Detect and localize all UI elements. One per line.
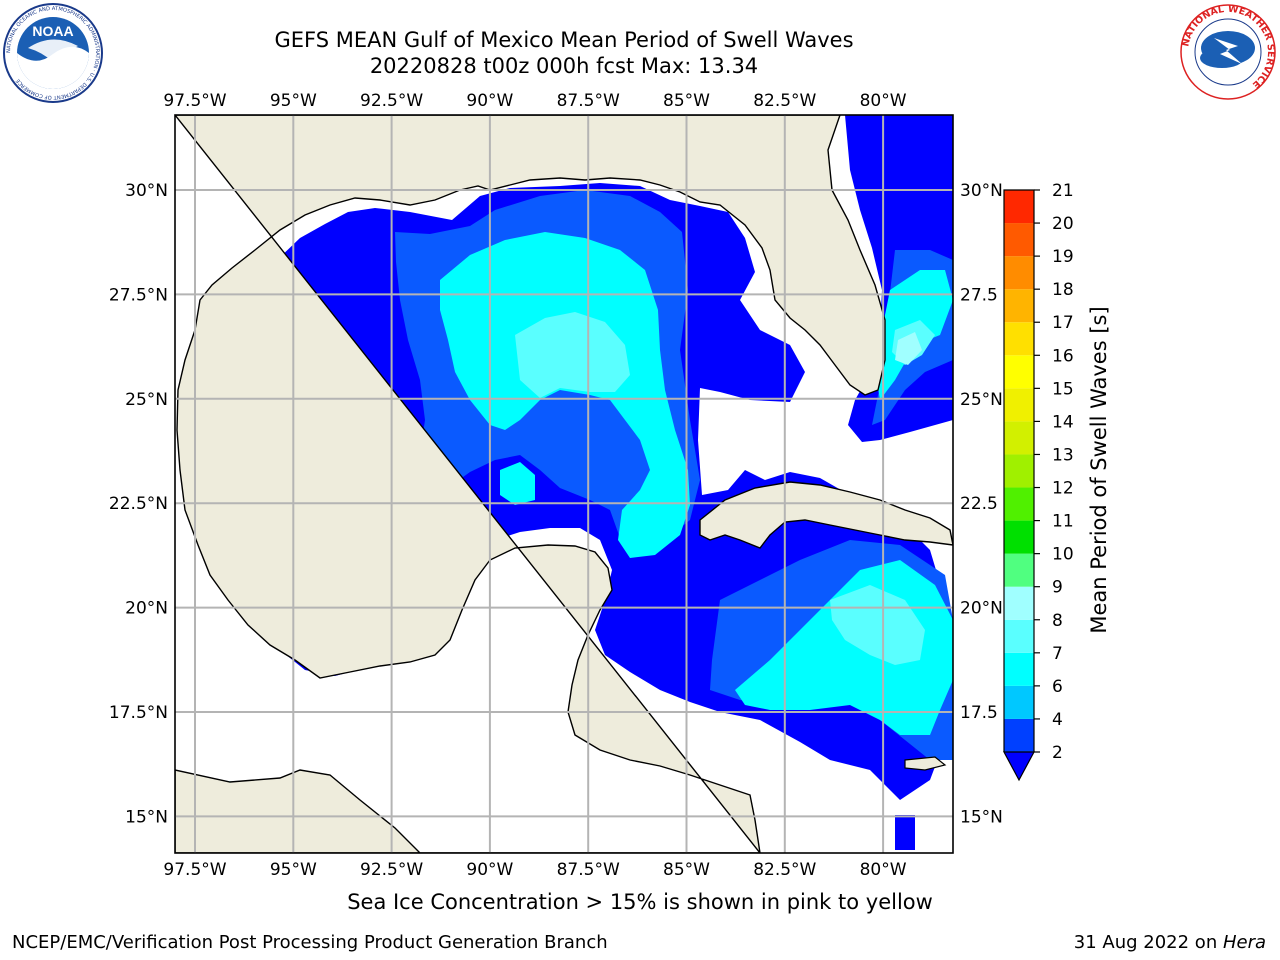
lon-label-top: 82.5°W <box>753 91 816 111</box>
colorbar-tick-label: 6 <box>1052 677 1063 697</box>
lat-label-left: 30°N <box>125 181 168 201</box>
colorbar-segment <box>1004 388 1034 422</box>
lat-label-right: 17.5 <box>960 703 998 723</box>
lon-labels-bottom: 97.5°W 95°W 92.5°W 90°W 87.5°W 85°W 82.5°W 80°W <box>163 860 906 880</box>
lon-label-bottom: 82.5°W <box>753 860 816 880</box>
colorbar: 2 4 6 7 8 9 10 11 12 13 14 15 16 17 18 19 20 21 <box>1002 181 1074 782</box>
lon-labels-top: 97.5°W 95°W 92.5°W 90°W 87.5°W 85°W 82.5°W 80°W <box>163 91 906 111</box>
field-dark-blue-south <box>895 815 915 850</box>
colorbar-tick-label: 17 <box>1052 313 1074 333</box>
colorbar-tick-label: 12 <box>1052 479 1074 499</box>
colorbar-tick-label: 8 <box>1052 611 1063 631</box>
map-frame <box>174 114 954 854</box>
lat-label-left: 22.5°N <box>109 494 168 514</box>
lat-label-right: 22.5 <box>960 494 998 514</box>
colorbar-segment <box>1004 190 1034 224</box>
colorbar-tick-label: 9 <box>1052 578 1063 598</box>
field-cyan <box>440 232 690 558</box>
colorbar-tick-label: 16 <box>1052 346 1074 366</box>
colorbar-tick-label: 14 <box>1052 412 1074 432</box>
lat-labels-left: 30°N 27.5°N 25°N 22.5°N 20°N 17.5°N 15°N <box>109 181 168 827</box>
colorbar-frame <box>1003 189 1035 752</box>
colorbar-tick-label: 13 <box>1052 445 1074 465</box>
field-pale-cyan <box>895 332 922 365</box>
colorbar-tick-label: 2 <box>1052 743 1063 763</box>
lat-label-right: 20°N <box>960 599 1003 619</box>
colorbar-tick-label: 19 <box>1052 247 1074 267</box>
lon-label-bottom: 92.5°W <box>360 860 423 880</box>
colorbar-segment <box>1004 586 1034 620</box>
lat-label-right: 27.5 <box>960 285 998 305</box>
map-grid <box>175 115 953 853</box>
lat-label-left: 20°N <box>125 599 168 619</box>
colorbar-segment <box>1004 355 1034 389</box>
lon-label-bottom: 87.5°W <box>557 860 620 880</box>
noaa-logo: NOAA NATIONAL OCEANIC AND ATMOSPHERIC AD… <box>3 3 103 103</box>
lon-label-bottom: 85°W <box>663 860 710 880</box>
colorbar-segment <box>1004 718 1034 752</box>
colorbar-segment <box>1004 223 1034 257</box>
footer-date-text: 31 Aug 2022 on <box>1073 932 1223 953</box>
colorbar-segment <box>1004 553 1034 587</box>
footer-machine: Hera <box>1222 932 1266 953</box>
sea-ice-note: Sea Ice Concentration > 15% is shown in … <box>347 890 933 914</box>
colorbar-segment <box>1004 454 1034 488</box>
map-area <box>175 115 953 853</box>
lat-label-left: 27.5°N <box>109 285 168 305</box>
lat-label-right: 15°N <box>960 807 1003 827</box>
field-lightcyan-2 <box>830 585 925 665</box>
lat-label-left: 15°N <box>125 807 168 827</box>
land-north-america <box>175 115 886 853</box>
nws-logo: NATIONAL WEATHER SERVICE <box>1180 4 1276 100</box>
colorbar-segment <box>1004 520 1034 554</box>
colorbar-tick-label: 15 <box>1052 379 1074 399</box>
colorbar-tick-label: 7 <box>1052 644 1063 664</box>
lon-label-top: 85°W <box>663 91 710 111</box>
land <box>175 115 953 853</box>
colorbar-tick-label: 18 <box>1052 280 1074 300</box>
lon-label-bottom: 95°W <box>270 860 317 880</box>
chart-title: GEFS MEAN Gulf of Mexico Mean Period of … <box>274 28 854 52</box>
land-cuba <box>699 481 953 549</box>
colorbar-tick-label: 21 <box>1052 181 1074 201</box>
colorbar-segment <box>1004 619 1034 653</box>
land-island-1 <box>904 756 947 771</box>
colorbar-segment <box>1004 256 1034 290</box>
colorbar-segment <box>1004 289 1034 323</box>
colorbar-segment <box>1004 322 1034 356</box>
colorbar-label: Mean Period of Swell Waves [s] <box>1087 306 1111 633</box>
lon-label-bottom: 97.5°W <box>163 860 226 880</box>
lat-labels-right: 30°N 27.5 25°N 22.5 20°N 17.5 15°N <box>960 181 1003 827</box>
colorbar-tick-label: 4 <box>1052 710 1063 730</box>
footer-date: 31 Aug 2022 on Hera <box>1074 932 1266 953</box>
lon-label-top: 95°W <box>270 91 317 111</box>
lon-label-top: 87.5°W <box>557 91 620 111</box>
lat-label-left: 17.5°N <box>109 703 168 723</box>
lon-label-top: 90°W <box>466 91 513 111</box>
colorbar-segment <box>1004 685 1034 719</box>
noaa-logo-text: NOAA <box>32 23 73 39</box>
lon-label-top: 97.5°W <box>163 91 226 111</box>
colorbar-tick-label: 10 <box>1052 545 1074 565</box>
colorbar-extend <box>1002 751 1036 782</box>
colorbar-segment <box>1004 652 1034 686</box>
field-lightcyan <box>515 312 630 398</box>
lat-label-right: 30°N <box>960 181 1003 201</box>
lat-label-right: 25°N <box>960 390 1003 410</box>
footer-credit: NCEP/EMC/Verification Post Processing Pr… <box>12 932 608 953</box>
colorbar-tick-label: 20 <box>1052 214 1074 234</box>
lon-label-bottom: 80°W <box>860 860 907 880</box>
chart-subtitle: 20220828 t00z 000h fcst Max: 13.34 <box>369 54 759 78</box>
lat-label-left: 25°N <box>125 390 168 410</box>
colorbar-segment <box>1004 487 1034 521</box>
field-cyan-4 <box>500 462 535 505</box>
lon-label-bottom: 90°W <box>466 860 513 880</box>
lon-label-top: 92.5°W <box>360 91 423 111</box>
colorbar-tick-label: 11 <box>1052 512 1074 532</box>
colorbar-segment <box>1004 421 1034 455</box>
lon-label-top: 80°W <box>860 91 907 111</box>
